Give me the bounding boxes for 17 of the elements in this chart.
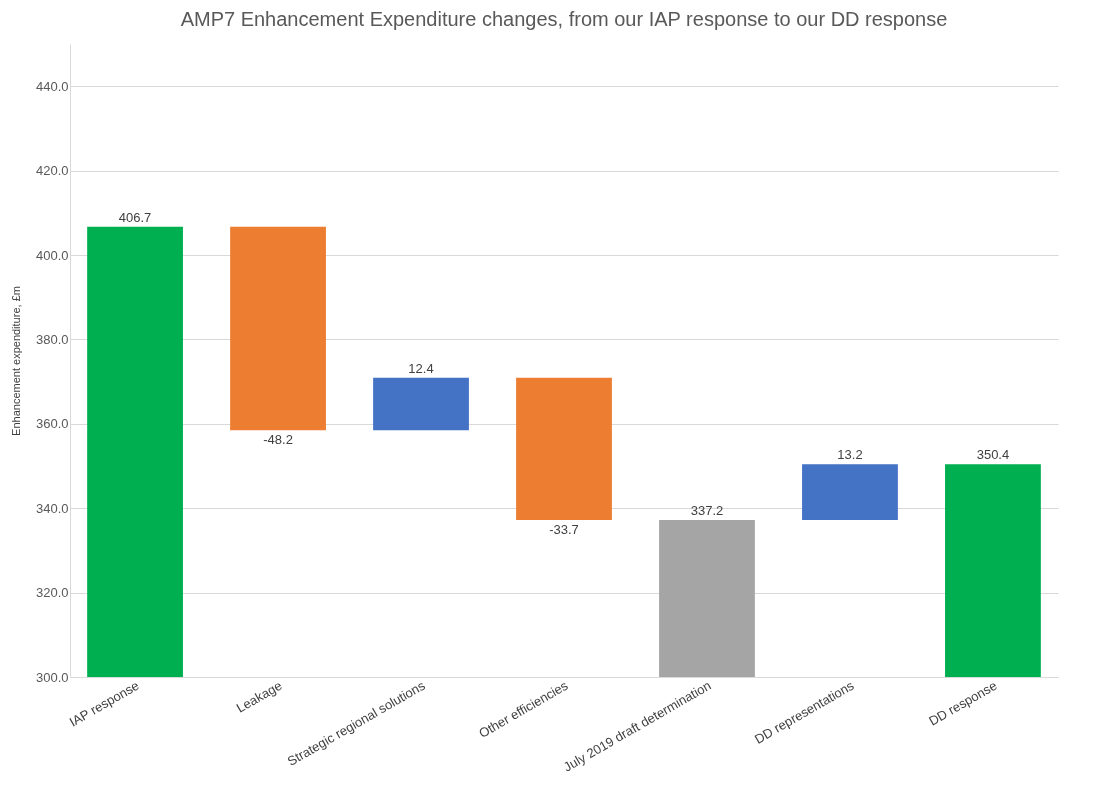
- y-tick-label: 400.0: [35, 247, 69, 263]
- data-label: 12.4: [408, 360, 434, 376]
- y-tick-label: 360.0: [35, 416, 69, 432]
- y-tick-label: 340.0: [35, 500, 69, 516]
- y-tick-label: 320.0: [35, 585, 69, 601]
- data-label: -48.2: [263, 432, 293, 448]
- y-tick-label: 300.0: [35, 669, 69, 685]
- data-label: 406.7: [118, 209, 152, 225]
- data-label: -33.7: [549, 522, 579, 538]
- data-label: 337.2: [690, 503, 724, 519]
- y-tick-label: 380.0: [35, 331, 69, 347]
- y-axis-title: Enhancement expenditure, £m: [9, 286, 22, 436]
- data-label: 350.4: [976, 447, 1010, 463]
- y-tick-label: 420.0: [35, 163, 69, 179]
- chart-title: AMP7 Enhancement Expenditure changes, from our IAP response to our DD response: [180, 8, 948, 30]
- y-tick-label: 440.0: [35, 78, 69, 94]
- data-label: 13.2: [837, 447, 863, 463]
